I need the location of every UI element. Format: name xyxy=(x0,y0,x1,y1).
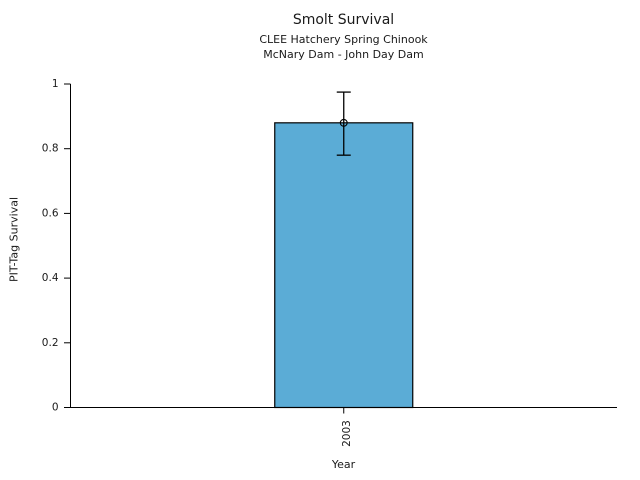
y-tick-label: 1 xyxy=(52,78,59,90)
survival-bar xyxy=(274,122,414,409)
chart-subtitle-line2: McNary Dam - John Day Dam xyxy=(263,48,424,61)
chart-subtitle-line1: CLEE Hatchery Spring Chinook xyxy=(259,33,428,46)
y-tick-label: 0.8 xyxy=(42,143,59,155)
y-axis-label: PIT-Tag Survival xyxy=(7,197,21,283)
x-tick-label: 2003 xyxy=(341,420,353,447)
x-axis-label: Year xyxy=(331,458,356,471)
y-tick-label: 0.2 xyxy=(42,337,59,349)
y-tick-label: 0 xyxy=(52,402,59,414)
data-point-marker xyxy=(339,118,348,127)
chart-title: Smolt Survival xyxy=(292,12,395,28)
y-tick-label: 0.6 xyxy=(42,207,59,219)
y-tick-label: 0.4 xyxy=(42,272,59,284)
